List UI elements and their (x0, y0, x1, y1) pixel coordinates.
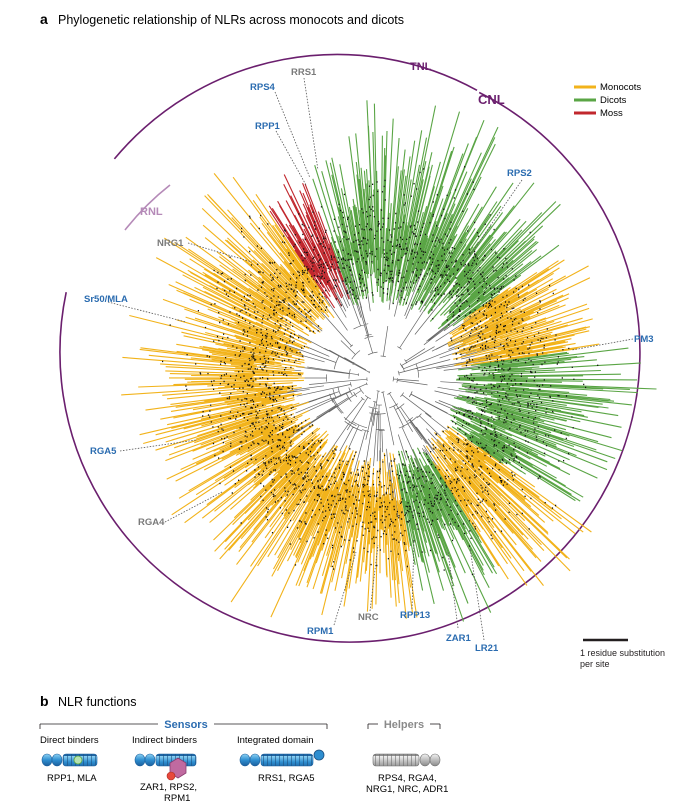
cnl-label: CNL (478, 92, 505, 107)
gene-pm3: PM3 (634, 334, 654, 345)
helper-diagram (372, 753, 441, 767)
effector-icon (73, 755, 83, 765)
integrated-domain-diagram (239, 749, 325, 767)
gene-nrc: NRC (358, 612, 379, 623)
panel-a-letter: a (40, 11, 48, 27)
rnl-label: RNL (140, 206, 163, 218)
effector-icon (166, 771, 176, 781)
legend-moss: Moss (600, 108, 623, 119)
tnl-arc (113, 53, 478, 160)
clade-arcs (59, 53, 641, 643)
gene-rpp1: RPP1 (255, 121, 281, 132)
tree-nodes (430, 426, 557, 540)
tnl-label: TNL (410, 61, 432, 73)
tree-nodes (283, 211, 349, 306)
gene-rpm1: RPM1 (307, 626, 334, 637)
indirect-binder-diagram (134, 753, 197, 781)
gene-lr21: LR21 (475, 643, 499, 654)
gene-zar1: ZAR1 (446, 633, 472, 644)
legend-dicots: Dicots (600, 95, 627, 106)
tree-leaves (364, 452, 418, 619)
indirect-binders-examples-1: ZAR1, RPS2, (140, 782, 197, 793)
scale-label-1: 1 residue substitution (580, 648, 665, 658)
helpers-examples-1: RPS4, RGA4, (378, 773, 437, 784)
gene-rps2: RPS2 (507, 168, 532, 179)
tree-leaves (348, 100, 499, 310)
sensors-header: Sensors (164, 719, 207, 731)
gene-rrs1: RRS1 (291, 67, 317, 78)
gene-rga4: RGA4 (138, 517, 165, 528)
tree-nodes (162, 354, 371, 570)
cnl-arc (59, 91, 641, 643)
integrated-domain-examples: RRS1, RGA5 (258, 773, 315, 784)
tree-nodes (320, 193, 367, 300)
gene-rpp13: RPP13 (400, 610, 430, 621)
legend: Monocots Dicots Moss (574, 82, 641, 119)
scale-label-2: per site (580, 659, 610, 669)
direct-binders-examples: RPP1, MLA (47, 773, 97, 784)
helpers-examples-2: NRG1, NRC, ADR1 (366, 784, 448, 795)
tree-nodes (420, 214, 531, 326)
rnl-arc (124, 184, 171, 231)
phylogenetic-tree (121, 100, 657, 622)
direct-binders-title: Direct binders (40, 735, 99, 746)
tree-nodes (450, 284, 554, 342)
sensors-bracket (39, 723, 328, 729)
integrated-domain-icon (313, 749, 325, 761)
tree-nodes (452, 391, 574, 480)
helpers-header: Helpers (384, 719, 424, 731)
legend-monocots: Monocots (600, 82, 641, 93)
gene-rps4: RPS4 (250, 82, 276, 93)
direct-binder-diagram (41, 753, 98, 767)
integrated-domain-title: Integrated domain (237, 735, 314, 746)
tree-leaves (455, 347, 657, 409)
tree-nodes (455, 319, 570, 367)
tree-leaves (129, 173, 335, 368)
tree-leaves (449, 390, 623, 502)
tree-nodes (458, 356, 599, 402)
gene-labels (107, 77, 634, 641)
tree-leaves (121, 347, 372, 618)
tree-leaves (452, 303, 600, 367)
gene-sr50-mla: Sr50/MLA (84, 294, 128, 305)
panel-b-title: NLR functions (58, 695, 137, 709)
tree-leaves (312, 157, 369, 306)
tree-nodes (367, 454, 408, 568)
panel-b-letter: b (40, 693, 49, 709)
tree-nodes (359, 166, 475, 306)
tree-nodes (398, 451, 473, 576)
indirect-binders-title: Indirect binders (132, 735, 197, 746)
helpers-bracket (367, 723, 441, 729)
gene-nrg1: NRG1 (157, 238, 184, 249)
indirect-binders-examples-2: RPM1 (164, 793, 190, 804)
gene-rga5: RGA5 (90, 446, 117, 457)
panel-a-title: Phylogenetic relationship of NLRs across… (58, 13, 404, 27)
